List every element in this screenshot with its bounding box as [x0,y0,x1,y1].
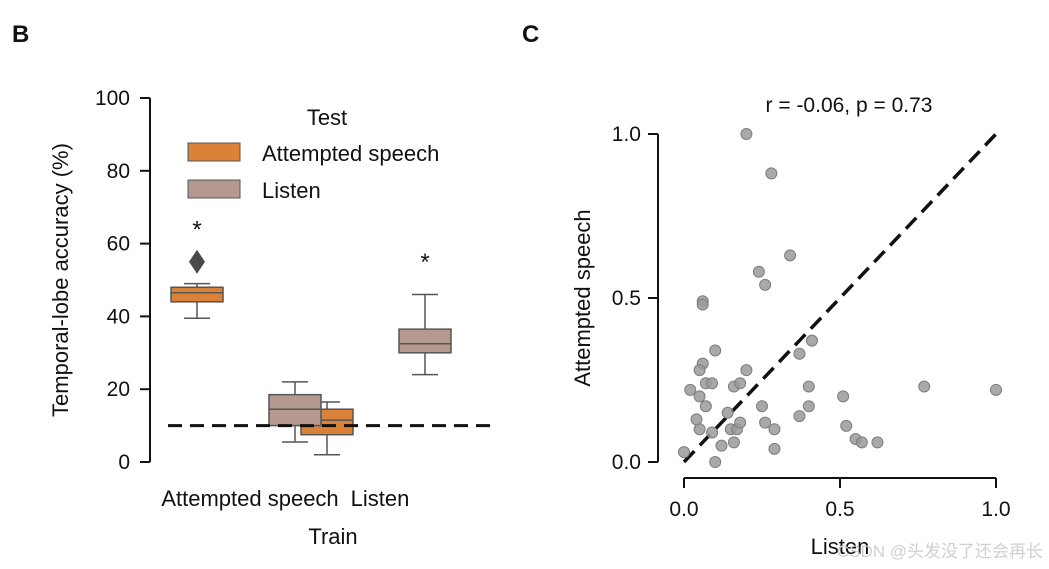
scatter-point [802,380,815,393]
scatter-point [678,446,690,459]
legend: Test Attempted speech Listen [187,105,439,203]
scatter-point [759,416,772,429]
scatter-point [696,298,709,311]
box [268,393,322,427]
scatter-point [734,377,747,390]
scatter-point [805,334,818,347]
scatter-point [837,390,850,403]
c-y-tick-label: 1.0 [612,123,641,146]
outlier-marker [189,249,205,274]
legend-label-listen: Listen [262,178,321,203]
box [398,328,452,354]
scatter-plot: 0.00.51.0 0.0 0.5 1.0 r = -0.06, p = 0.73 … [570,94,1011,559]
scatter-point [802,400,815,413]
c-x-ticks: 0.0 0.5 1.0 [669,478,1011,521]
scatter-point [784,249,797,262]
legend-swatch-listen [187,179,241,199]
scatter-point [759,278,772,291]
c-y-axis-label: Attempted speech [570,209,595,386]
scatter-point [734,416,747,429]
scatter-point [990,383,1002,396]
c-x-tick-label: 1.0 [981,498,1010,521]
b-y-tick-label: 0 [118,451,130,474]
c-x-axis-label: Listen [811,534,870,559]
scatter-point [693,364,706,377]
scatter-point [752,265,765,278]
legend-swatch-attempted [187,142,241,162]
b-y-tick-label: 80 [107,160,130,183]
scatter-point [740,128,753,140]
scatter-point [690,413,703,426]
significance-star: * [420,249,429,276]
scatter-point [684,383,697,396]
scatter-point [709,456,722,468]
b-x-axis-label: Train [308,524,357,549]
scatter-point [793,347,806,360]
box [170,286,224,303]
legend-title: Test [307,105,347,130]
scatter-point [709,344,722,357]
c-y-tick-label: 0.0 [612,451,641,474]
scatter-point [918,380,931,393]
watermark: CSDN @头发没了还会再长 [837,542,1043,561]
scatter-point [768,442,781,455]
scatter-point [768,423,781,436]
scatter-point [715,439,728,452]
scatter-point [840,419,853,432]
b-y-tick-label: 60 [107,233,130,256]
scatter-point [871,436,884,449]
b-x-tick-label: Listen [351,486,410,511]
c-x-tick-label: 0.5 [825,498,854,521]
significance-star: * [192,216,201,243]
c-y-ticks: 0.0 0.5 1.0 [612,123,658,474]
correlation-annotation: r = -0.06, p = 0.73 [766,94,933,117]
c-y-tick-label: 0.5 [612,287,641,310]
scatter-point [855,436,868,449]
scatter-point [699,400,712,413]
b-y-tick-label: 100 [95,87,130,110]
b-y-axis-label: Temporal-lobe accuracy (%) [48,143,73,417]
scatter-point [706,377,719,390]
scatter-point [756,400,768,413]
c-x-tick-label: 0.0 [669,498,698,521]
identity-line [682,132,998,464]
b-y-tick-label: 20 [107,378,130,401]
scatter-point [706,426,719,439]
b-y-ticks: 0 20 40 60 80 100 [95,87,150,474]
b-boxes [170,249,452,456]
legend-label-attempted: Attempted speech [262,141,439,166]
b-x-tick-label: Attempted speech [161,486,338,511]
b-significance: ** [192,216,429,276]
scatter-point [727,436,740,449]
scatter-point [740,364,753,377]
scatter-point [693,423,706,436]
scatter-point [765,167,778,180]
c-points [678,128,1002,468]
scatter-point [693,390,706,403]
b-x-ticks: Attempted speech Listen [161,486,409,511]
panel-c-letter: C [522,21,539,48]
scatter-point [721,406,734,419]
b-y-tick-label: 40 [107,305,130,328]
scatter-point [793,410,806,423]
panel-b-letter: B [12,21,29,48]
